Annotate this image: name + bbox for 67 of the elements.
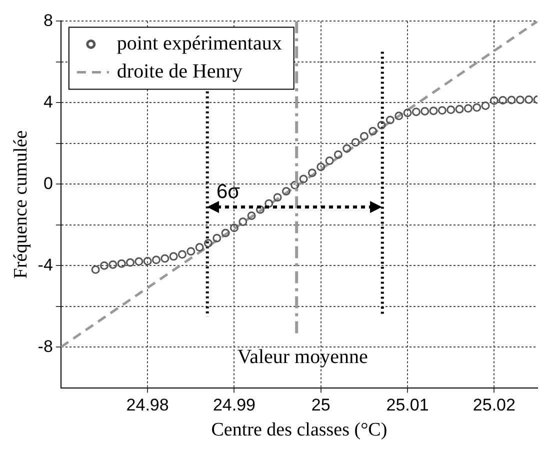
- point: [342, 144, 352, 153]
- point: [316, 162, 326, 172]
- x-tick-label: 24.99: [212, 396, 256, 415]
- point: [169, 252, 178, 261]
- y-tick-label: -8: [38, 336, 53, 356]
- x-tick-label: 25: [311, 396, 330, 415]
- point: [516, 96, 524, 104]
- point: [212, 234, 222, 242]
- point: [100, 261, 108, 270]
- x-tick-label: 25.02: [472, 396, 516, 415]
- point: [273, 193, 282, 202]
- point: [334, 150, 342, 159]
- point: [490, 96, 498, 105]
- y-axis-title: Fréquence cumulée: [10, 130, 32, 279]
- point: [143, 256, 152, 266]
- point: [152, 256, 160, 264]
- legend-label: point expérimentaux: [116, 32, 282, 54]
- point: [264, 199, 274, 208]
- point: [221, 228, 230, 238]
- x-tick-label: 24.98: [126, 396, 169, 415]
- x-axis-title: Centre des classes (°C): [211, 420, 388, 441]
- point: [230, 224, 238, 232]
- point: [108, 260, 118, 269]
- annotation: 6σ: [216, 181, 241, 204]
- legend-label: droite de Henry: [116, 60, 242, 82]
- point: [498, 96, 508, 104]
- point: [394, 112, 404, 120]
- point: [256, 205, 264, 214]
- point: [368, 126, 378, 136]
- point: [204, 238, 212, 248]
- point: [325, 156, 334, 165]
- point: [472, 103, 482, 112]
- point: [186, 247, 196, 256]
- point: [446, 106, 456, 114]
- point: [238, 218, 248, 226]
- point: [282, 187, 290, 196]
- point: [299, 174, 308, 184]
- y-tick-label: 0: [43, 174, 53, 193]
- y-tick-label: 8: [43, 10, 53, 30]
- point: [351, 138, 360, 147]
- point: [195, 243, 204, 252]
- point: [178, 250, 186, 259]
- point: [438, 106, 446, 115]
- point: [403, 108, 412, 118]
- point: [481, 101, 490, 110]
- point: [455, 104, 464, 114]
- point: [308, 168, 316, 178]
- point: [412, 108, 420, 116]
- ref-line-label: Valeur moyenne: [237, 346, 368, 368]
- point: [126, 258, 134, 267]
- point: [429, 106, 438, 116]
- point: [360, 132, 368, 141]
- y-tick-label: -4: [38, 255, 53, 274]
- point: [134, 257, 144, 266]
- point: [160, 254, 170, 263]
- point: [420, 106, 430, 116]
- point: [91, 265, 100, 274]
- point: [117, 259, 126, 268]
- point: [290, 180, 300, 190]
- y-tick-label: 4: [43, 92, 53, 112]
- point: [377, 120, 386, 130]
- point: [507, 96, 516, 104]
- point: [524, 95, 534, 104]
- point: [247, 211, 256, 220]
- x-tick-label: 25.01: [386, 396, 429, 415]
- point: [386, 116, 394, 124]
- point: [464, 104, 472, 113]
